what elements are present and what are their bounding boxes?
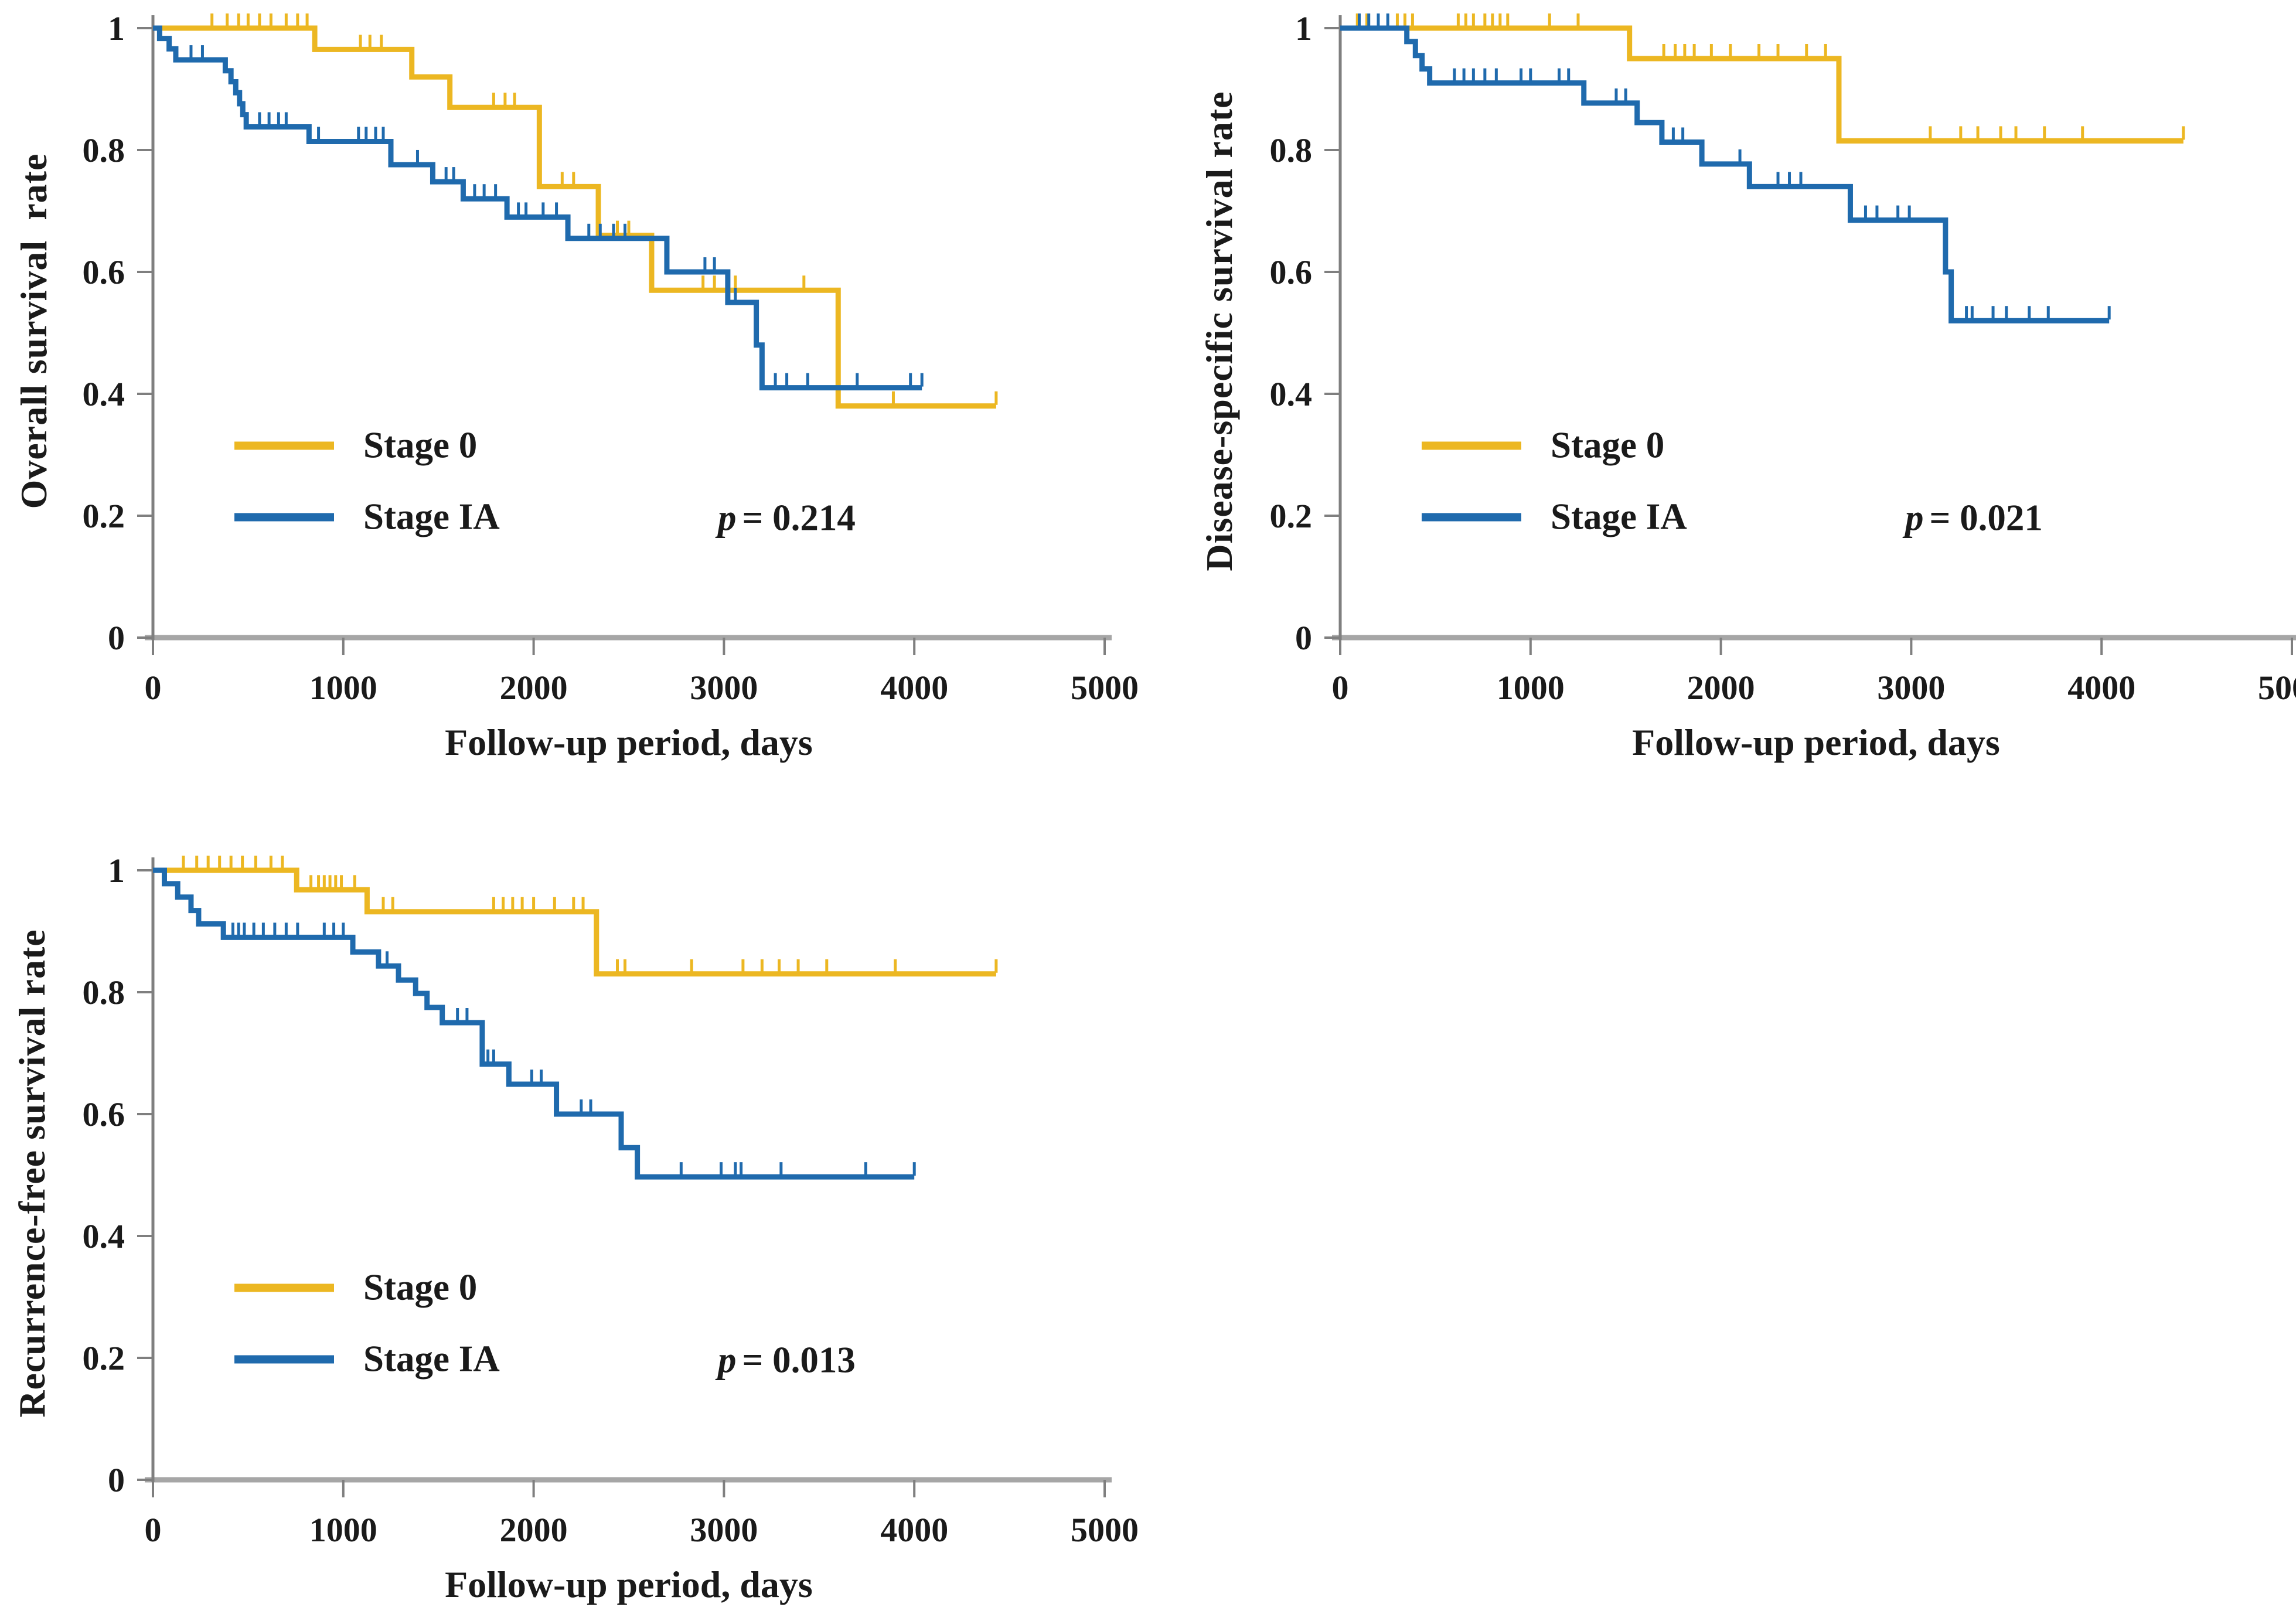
chart-panel-recurrence-free-survival: 1 0.8 0.6 0.4 0.2 0 0 1000 2000 3000 4000 5000 Recu… bbox=[0, 842, 1187, 1614]
x-axis-tick-label: 1000 bbox=[309, 1511, 377, 1549]
x-axis-tick-label: 2000 bbox=[500, 669, 568, 707]
y-axis-tick-label: 1 bbox=[1295, 9, 1312, 47]
p-value: p = 0.013 bbox=[718, 1339, 856, 1382]
legend-label-stageIA: Stage IA bbox=[363, 496, 500, 537]
km-curve-stage-0 bbox=[153, 867, 996, 977]
x-axis-tick-label: 0 bbox=[145, 1511, 162, 1549]
p-value-text: = 0.021 bbox=[1929, 497, 2043, 539]
x-axis-tick-label: 0 bbox=[145, 669, 162, 707]
x-axis-title: Follow-up period, days bbox=[1632, 721, 2000, 763]
y-axis-tick-label: 0.4 bbox=[83, 375, 125, 413]
y-axis-tick-label: 0.6 bbox=[1270, 253, 1313, 291]
legend-label-stageIA: Stage IA bbox=[1551, 496, 1687, 537]
y-axis-tick-label: 0 bbox=[108, 619, 125, 657]
p-value-text: = 0.013 bbox=[742, 1339, 856, 1381]
y-axis-tick-label: 1 bbox=[108, 852, 125, 890]
legend-item-stageIA: Stage IA bbox=[1422, 496, 1687, 539]
chart-panel-disease-specific-survival: 1 0.8 0.6 0.4 0.2 00 1000 2000 3000 4000 5000 Dise… bbox=[1187, 0, 2296, 807]
x-axis-title: Follow-up period, days bbox=[445, 1564, 813, 1605]
x-axis-tick-label: 2000 bbox=[1687, 669, 1755, 707]
p-value: p = 0.214 bbox=[718, 497, 856, 540]
legend-swatch-stage0 bbox=[1422, 441, 1521, 450]
p-symbol: p bbox=[1905, 497, 1924, 539]
p-symbol: p bbox=[718, 497, 737, 539]
y-axis-tick-label: 0.6 bbox=[83, 1095, 125, 1133]
x-axis-tick-label: 4000 bbox=[2067, 669, 2135, 707]
p-value: p = 0.021 bbox=[1905, 497, 2043, 540]
km-curve-stage-ia bbox=[153, 25, 922, 391]
x-axis-tick-label: 3000 bbox=[690, 669, 758, 707]
x-axis-tick-label: 3000 bbox=[690, 1511, 758, 1549]
p-value-text: = 0.214 bbox=[742, 497, 856, 539]
km-curve-stage-ia bbox=[153, 867, 915, 1180]
km-plot-disease-specific-survival: 1 0.8 0.6 0.4 0.2 00 1000 2000 3000 4000 5000 bbox=[1270, 9, 2296, 707]
x-axis-tick-label: 5000 bbox=[1071, 669, 1139, 707]
km-curve-stage-0 bbox=[153, 25, 996, 409]
legend-label-stage0: Stage 0 bbox=[363, 424, 478, 466]
x-axis-title: Follow-up period, days bbox=[445, 721, 813, 763]
chart-panel-overall-survival: 1 0.8 0.6 0.4 0.2 0 0 1000 2000 3000 4000 5000 Over… bbox=[0, 0, 1187, 807]
x-axis-tick-label: 5000 bbox=[2258, 669, 2296, 707]
y-axis-tick-label: 0.6 bbox=[83, 253, 125, 291]
y-axis-tick-label: 0.8 bbox=[1270, 131, 1313, 169]
x-axis-tick-label: 1000 bbox=[309, 669, 377, 707]
legend-swatch-stageIA bbox=[234, 513, 334, 521]
y-axis-tick-label: 0.8 bbox=[83, 973, 125, 1012]
legend-swatch-stage0 bbox=[234, 1283, 334, 1292]
x-axis-tick-label: 3000 bbox=[1877, 669, 1945, 707]
legend-label-stageIA: Stage IA bbox=[363, 1338, 500, 1380]
y-axis-tick-label: 0.4 bbox=[83, 1217, 125, 1255]
legend-swatch-stageIA bbox=[1422, 513, 1521, 521]
y-axis-tick-label: 0 bbox=[108, 1461, 125, 1499]
legend-swatch-stage0 bbox=[234, 441, 334, 450]
km-plot-recurrence-free-survival: 1 0.8 0.6 0.4 0.2 00 1000 2000 3000 4000 5000 bbox=[83, 852, 1139, 1549]
x-axis-tick-label: 4000 bbox=[880, 669, 948, 707]
x-axis-tick-label: 1000 bbox=[1497, 669, 1565, 707]
x-axis-tick-label: 4000 bbox=[880, 1511, 948, 1549]
y-axis-tick-label: 0.2 bbox=[1270, 497, 1313, 535]
y-axis-tick-label: 0 bbox=[1295, 619, 1312, 657]
legend-label-stage0: Stage 0 bbox=[1551, 424, 1665, 466]
legend-item-stage0: Stage 0 bbox=[234, 1266, 477, 1309]
km-curve-stage-ia bbox=[1340, 25, 2110, 324]
y-axis-tick-label: 0.4 bbox=[1270, 375, 1313, 413]
x-axis-tick-label: 0 bbox=[1332, 669, 1349, 707]
y-axis-tick-label: 0.8 bbox=[83, 131, 125, 169]
legend-item-stage0: Stage 0 bbox=[234, 424, 477, 467]
km-plot-overall-survival: 1 0.8 0.6 0.4 0.2 00 1000 2000 3000 4000 5000 bbox=[83, 9, 1139, 707]
y-axis-tick-label: 0.2 bbox=[83, 1339, 125, 1377]
p-symbol: p bbox=[718, 1339, 737, 1381]
km-curve-stage-0 bbox=[1340, 25, 2183, 144]
y-axis-tick-label: 1 bbox=[108, 9, 125, 47]
legend-label-stage0: Stage 0 bbox=[363, 1266, 478, 1308]
x-axis-tick-label: 5000 bbox=[1071, 1511, 1139, 1549]
legend-item-stageIA: Stage IA bbox=[234, 496, 500, 539]
legend-item-stageIA: Stage IA bbox=[234, 1338, 500, 1381]
y-axis-tick-label: 0.2 bbox=[83, 497, 125, 535]
legend-swatch-stageIA bbox=[234, 1355, 334, 1363]
x-axis-tick-label: 2000 bbox=[500, 1511, 568, 1549]
y-axis-title: Overall survival rate bbox=[13, 153, 54, 509]
y-axis-title: Recurrence-free survival rate bbox=[11, 929, 53, 1418]
legend-item-stage0: Stage 0 bbox=[1422, 424, 1664, 467]
y-axis-title: Disease-specific survival rate bbox=[1198, 91, 1240, 571]
